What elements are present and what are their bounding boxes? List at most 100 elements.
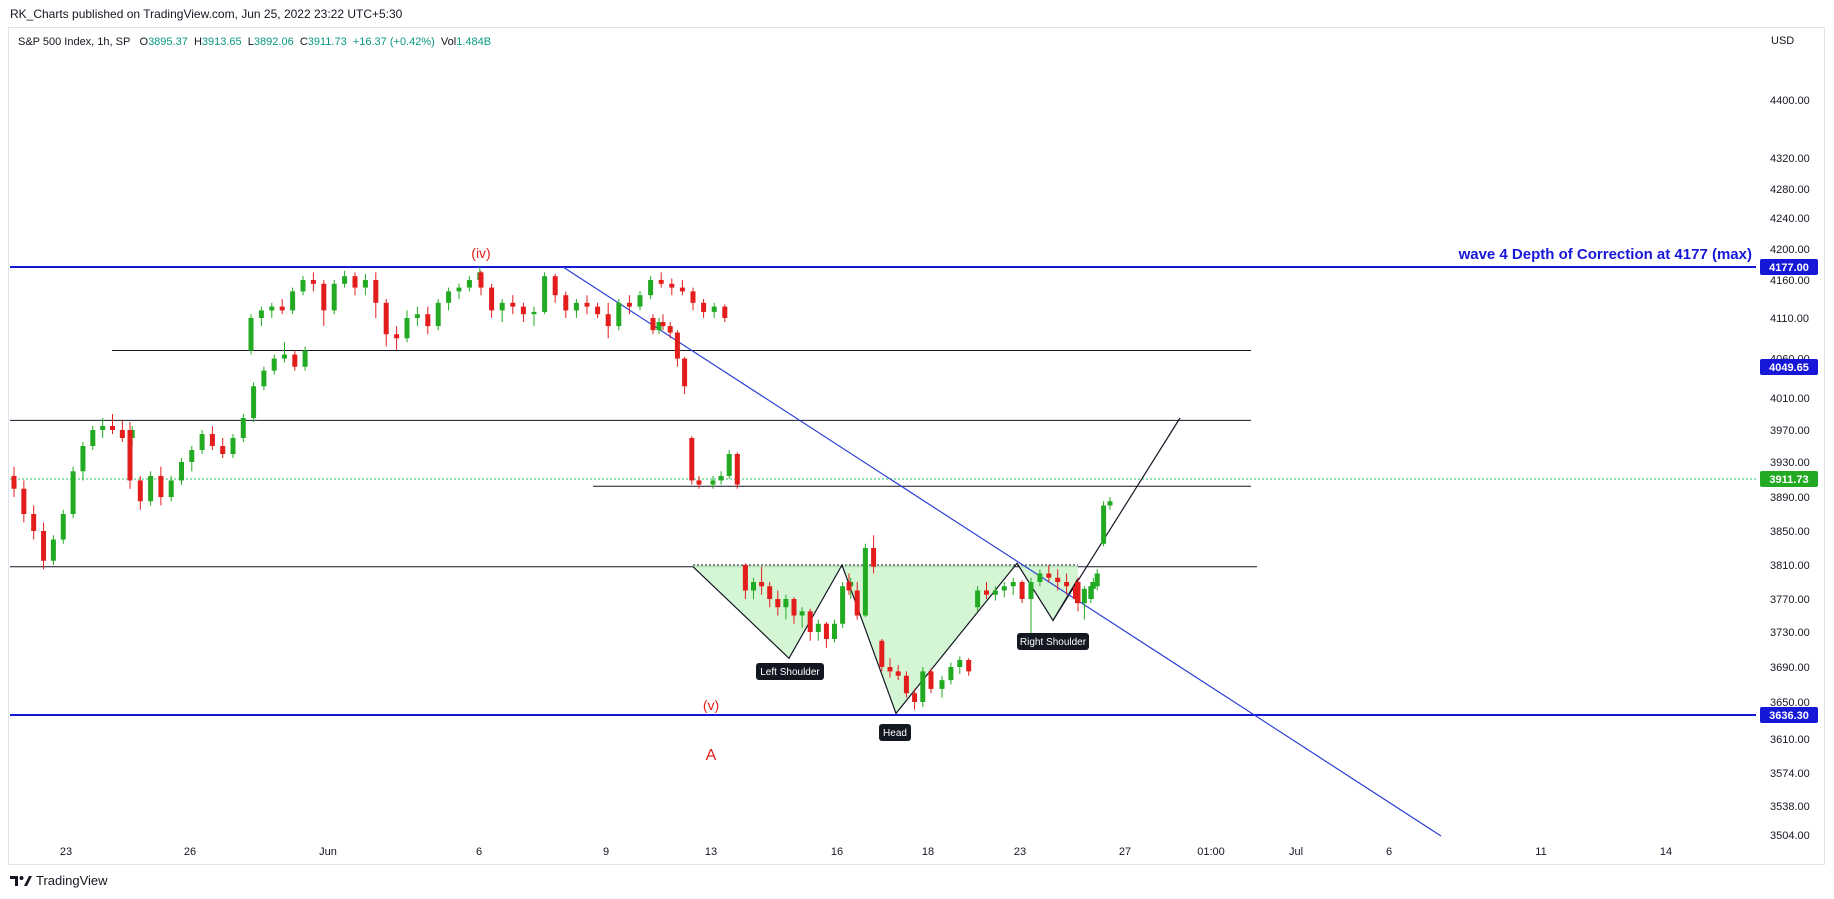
candle xyxy=(650,314,656,335)
candle xyxy=(573,299,579,318)
candle xyxy=(425,306,431,335)
candle xyxy=(669,278,675,296)
candle xyxy=(552,273,558,303)
candle xyxy=(489,283,495,318)
candle xyxy=(394,326,400,351)
candle xyxy=(248,314,254,355)
legend-high-label: H xyxy=(193,36,202,48)
candle xyxy=(100,418,106,438)
trend-line xyxy=(562,266,1442,837)
candle xyxy=(41,522,47,570)
candle xyxy=(209,426,215,450)
candle xyxy=(300,276,306,296)
candle xyxy=(110,414,115,434)
x-tick-label: 27 xyxy=(1119,846,1131,858)
candle xyxy=(321,280,327,327)
footer-brand-text[interactable]: TradingView xyxy=(36,873,108,888)
price-label: 4049.65 xyxy=(1769,362,1809,374)
tradingview-logo-icon xyxy=(10,875,32,886)
x-tick-label: 01:00 xyxy=(1197,846,1225,858)
candle xyxy=(637,291,643,311)
candle xyxy=(658,272,664,288)
price-label-box xyxy=(1760,707,1818,723)
candle xyxy=(499,299,505,323)
wave-iv-label: (iv) xyxy=(471,245,490,261)
y-tick-label: 4010.00 xyxy=(1770,393,1810,405)
candle xyxy=(879,639,885,672)
legend-high: 3913.65 xyxy=(201,36,242,48)
candle xyxy=(920,667,926,707)
candle xyxy=(1055,569,1061,591)
candle xyxy=(939,675,945,698)
candle xyxy=(414,306,420,327)
candle xyxy=(1081,594,1087,620)
x-tick-label: 6 xyxy=(1386,846,1392,858)
candle xyxy=(31,505,37,540)
candle xyxy=(563,291,569,318)
candle xyxy=(435,299,441,331)
legend-change: +16.37 (+0.42%) xyxy=(352,36,435,48)
legend-low: 3892.06 xyxy=(253,36,294,48)
candle xyxy=(362,273,368,296)
y-tick-label: 3890.00 xyxy=(1770,492,1810,504)
y-tick-label: 3538.00 xyxy=(1770,801,1810,813)
candle xyxy=(871,535,877,574)
y-tick-label: 3930.00 xyxy=(1770,457,1810,469)
price-label-box xyxy=(1760,471,1818,487)
candle xyxy=(292,350,298,371)
left-shoulder-label: Left Shoulder xyxy=(760,667,820,678)
candle xyxy=(701,299,707,318)
y-tick-label: 4400.00 xyxy=(1770,95,1810,107)
candle xyxy=(948,662,954,685)
head-label: Head xyxy=(883,728,907,739)
y-tick-label: 3770.00 xyxy=(1770,594,1810,606)
candle xyxy=(791,597,797,624)
candle xyxy=(815,619,821,641)
candle xyxy=(775,590,781,616)
candle xyxy=(689,436,695,485)
candle xyxy=(966,658,972,676)
right-shoulder-label-box xyxy=(1017,633,1089,650)
candle xyxy=(158,466,164,506)
candle xyxy=(710,475,716,489)
legend-open: 3895.37 xyxy=(148,36,188,48)
candle xyxy=(302,346,308,371)
candle xyxy=(595,302,601,318)
legend-close: 3911.73 xyxy=(307,36,347,48)
candle xyxy=(137,475,143,510)
candle xyxy=(726,450,732,479)
projection-line xyxy=(1052,417,1181,621)
candle xyxy=(887,658,893,678)
candle xyxy=(510,295,516,315)
candle xyxy=(189,446,195,472)
candle xyxy=(718,471,724,485)
candle xyxy=(648,276,654,299)
candle xyxy=(1075,577,1081,612)
candle xyxy=(1064,573,1070,595)
candle xyxy=(373,272,379,318)
candle xyxy=(682,356,688,395)
legend-volume: 1.484B xyxy=(456,36,492,48)
candle xyxy=(1101,501,1107,547)
candle xyxy=(1001,582,1007,598)
candle xyxy=(220,438,226,458)
candle xyxy=(70,466,76,519)
pattern-fill xyxy=(693,563,1078,714)
footer-branding: TradingView xyxy=(10,873,108,888)
candle xyxy=(616,299,622,331)
candle xyxy=(840,582,846,628)
candle xyxy=(520,302,526,323)
candle xyxy=(258,306,264,327)
candle xyxy=(696,475,702,489)
candle xyxy=(90,426,96,450)
candle xyxy=(271,354,277,375)
candle xyxy=(446,287,452,311)
candle xyxy=(912,688,918,710)
chart-legend: S&P 500 Index, 1h, SP O3895.37 H3913.65 … xyxy=(18,36,491,48)
candle xyxy=(992,586,998,601)
candle xyxy=(799,607,805,628)
legend-low-label: L xyxy=(247,36,254,48)
candle xyxy=(282,342,287,363)
candle xyxy=(584,295,590,315)
